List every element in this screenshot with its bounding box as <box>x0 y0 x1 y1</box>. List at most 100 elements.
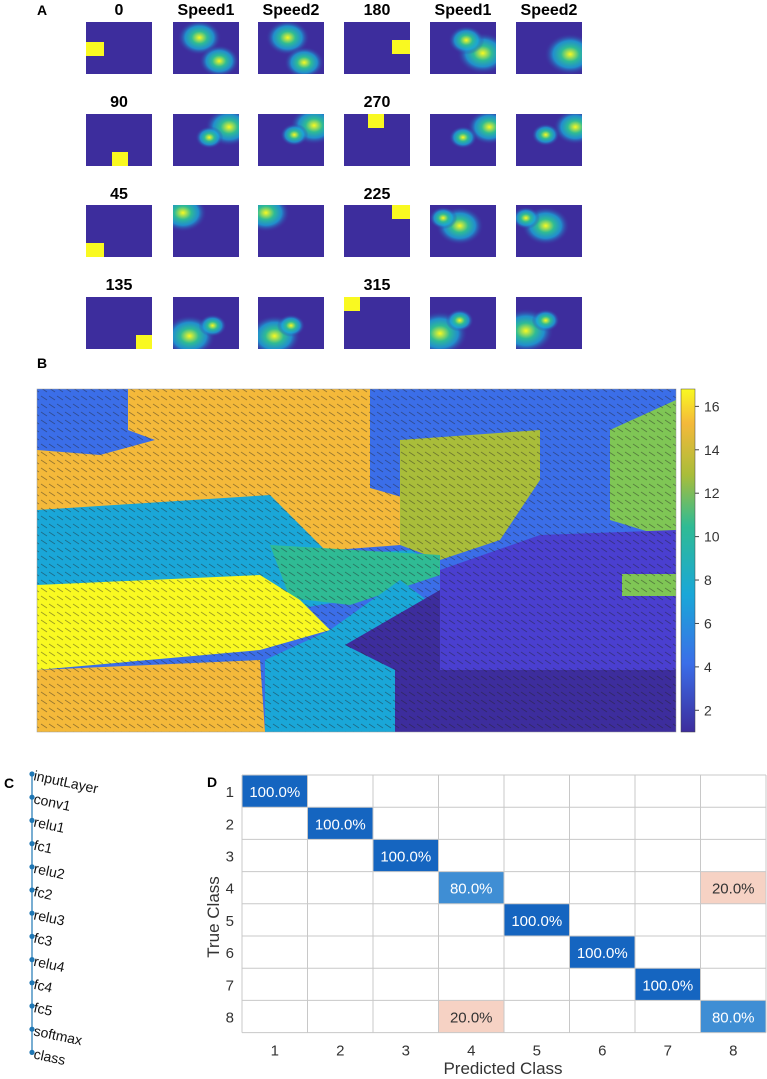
heatmap-cell <box>516 297 582 349</box>
heatmap-cell <box>86 297 152 349</box>
colorbar-tick-label: 12 <box>704 485 720 501</box>
x-tick-label: 8 <box>729 1043 737 1060</box>
heatmap-title: Speed1 <box>434 2 492 19</box>
layer-node <box>29 933 35 939</box>
matrix-cell-label: 100.0% <box>380 849 431 866</box>
x-tick-label: 6 <box>598 1043 606 1060</box>
activation-blob <box>448 25 485 55</box>
colorbar-tick-label: 6 <box>704 615 712 631</box>
activation-blob <box>445 309 474 332</box>
heatmap-cell <box>86 205 152 257</box>
y-tick-label: 2 <box>226 816 234 833</box>
matrix-cell <box>373 839 439 872</box>
matrix-cell-label: 100.0% <box>642 977 693 994</box>
layer-node <box>29 1026 35 1032</box>
heatmap-cell <box>86 22 152 74</box>
layer-node <box>29 864 35 870</box>
matrix-cell <box>700 871 766 904</box>
x-tick-label: 5 <box>533 1043 541 1060</box>
stimulus-square <box>344 297 360 311</box>
matrix-cell <box>700 1000 766 1033</box>
stimulus-square <box>368 114 384 128</box>
stimulus-square <box>392 205 410 219</box>
layer-node <box>29 887 35 893</box>
activation-blob <box>449 126 477 149</box>
layer-label: conv1 <box>32 790 72 813</box>
matrix-cell-label: 100.0% <box>577 945 628 962</box>
panel-c-label: C <box>4 775 15 791</box>
activation-blob <box>198 314 227 337</box>
activation-blob <box>531 123 560 146</box>
layer-node <box>29 794 35 800</box>
heatmap-cell <box>258 114 324 166</box>
heatmap-cell <box>516 114 582 166</box>
matrix-cell <box>635 968 701 1001</box>
heatmap-title: Speed2 <box>520 2 578 19</box>
heatmap-cell <box>516 22 582 74</box>
activation-blob <box>280 123 309 146</box>
y-tick-label: 4 <box>226 881 234 898</box>
activation-blob <box>553 114 582 145</box>
confusion-matrix-grid: 100.0% 100.0% 100.0% 80.0% 20.0% 100.0% 100.0%… <box>226 774 767 1060</box>
y-tick-label: 3 <box>226 849 234 866</box>
matrix-cell-label: 80.0% <box>712 1010 755 1027</box>
matrix-cell-label: 100.0% <box>511 913 562 930</box>
x-tick-label: 1 <box>271 1043 279 1060</box>
heatmap-cell <box>344 22 410 74</box>
matrix-cell <box>438 871 504 904</box>
y-axis-label: True Class <box>204 876 223 958</box>
heatmap-title: 315 <box>363 277 391 294</box>
heatmap-cell <box>430 114 496 166</box>
colorbar-tick-label: 16 <box>704 398 720 414</box>
matrix-cell-label: 100.0% <box>315 816 366 833</box>
layer-label: relu2 <box>32 860 66 882</box>
panel-b-direction-map: 16 14 12 10 8 6 4 2 <box>36 388 720 733</box>
colorbar <box>680 388 696 733</box>
colorbar-ticks: 16 14 12 10 8 6 4 2 <box>695 398 720 718</box>
layer-node <box>29 1003 35 1009</box>
y-tick-label: 1 <box>226 784 234 801</box>
colorbar-tick-label: 2 <box>704 702 712 718</box>
matrix-cell-label: 20.0% <box>712 881 755 898</box>
stimulus-square <box>86 243 104 257</box>
colorbar-tick-label: 8 <box>704 572 712 588</box>
heatmap-cell <box>173 297 239 349</box>
panel-c-layer-graph: inputLayerconv1relu1fc1relu2fc2relu3fc3r… <box>29 767 100 1065</box>
stimulus-square <box>136 335 152 349</box>
heatmap-cell <box>173 22 239 74</box>
heatmap-cell <box>430 22 496 74</box>
heatmap-cell <box>86 114 152 166</box>
layer-node <box>29 817 35 823</box>
activation-blob <box>199 45 239 74</box>
heatmap-title: 135 <box>105 277 133 294</box>
heatmap-title: 225 <box>363 186 391 203</box>
matrix-cell-label: 80.0% <box>450 881 493 898</box>
stimulus-square <box>86 42 104 56</box>
heatmap-cell <box>258 22 324 74</box>
heatmap-cell <box>344 114 410 166</box>
activation-blob <box>173 205 207 232</box>
layer-label: relu1 <box>32 814 66 836</box>
activation-blob <box>284 46 324 74</box>
activation-blob <box>258 205 290 232</box>
layer-label: fc2 <box>32 883 54 903</box>
layer-graph: inputLayerconv1relu1fc1relu2fc2relu3fc3r… <box>29 767 100 1065</box>
panel-b-label: B <box>37 355 48 371</box>
heatmap-title: 0 <box>114 2 124 19</box>
heatmap-cell <box>516 205 582 257</box>
heatmap-title: Speed2 <box>262 2 320 19</box>
layer-label: fc3 <box>32 930 54 950</box>
layer-label: fc5 <box>32 999 54 1019</box>
stimulus-square <box>392 40 410 54</box>
heatmap-cell <box>344 205 410 257</box>
y-tick-label: 8 <box>226 1010 234 1027</box>
heatmap-cell <box>430 205 496 257</box>
layer-node <box>29 771 35 777</box>
matrix-cell-label: 20.0% <box>450 1010 493 1027</box>
layer-node <box>29 980 35 986</box>
layer-label: relu4 <box>32 953 66 975</box>
matrix-cell <box>569 936 635 969</box>
activation-blob <box>531 309 560 332</box>
colorbar-tick-label: 10 <box>704 529 720 545</box>
heatmap-title: 90 <box>110 94 128 111</box>
